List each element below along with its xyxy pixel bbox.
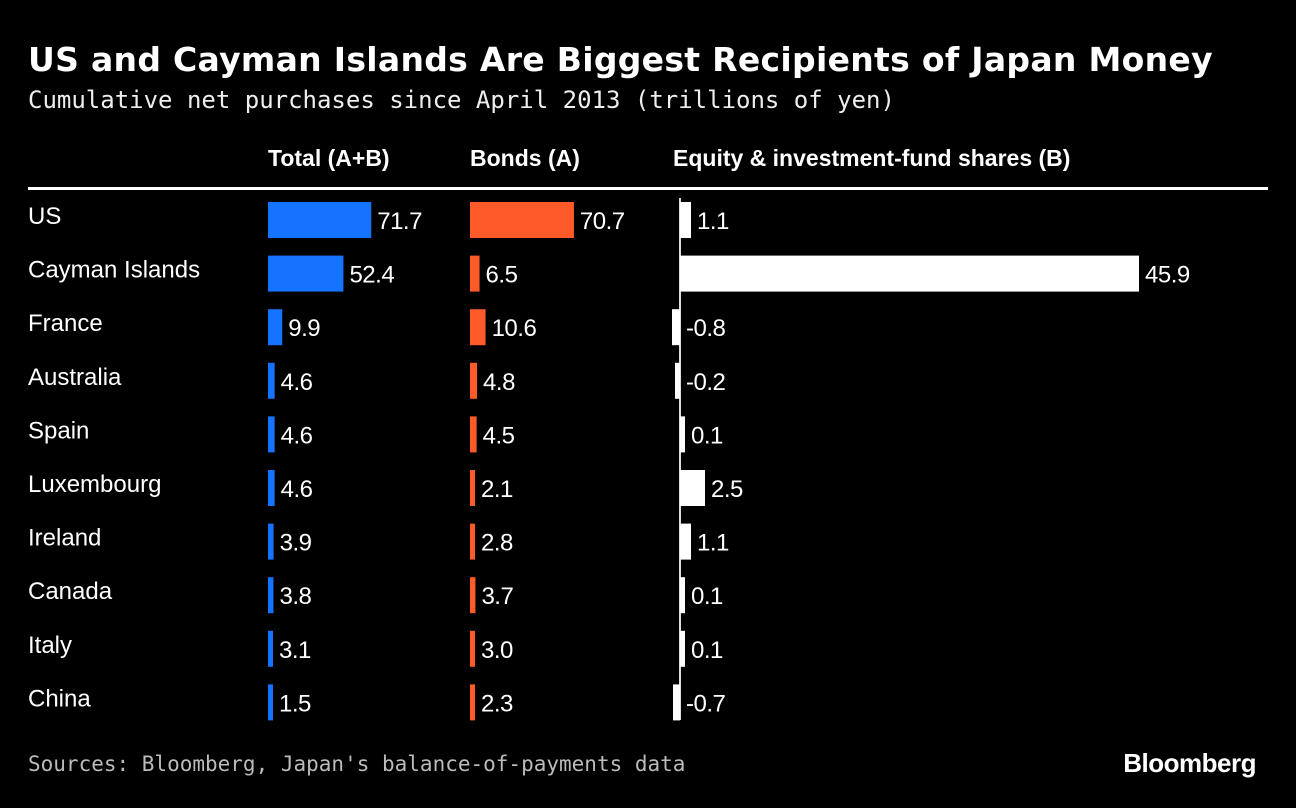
- data-label: 2.5: [711, 476, 743, 503]
- column-header: Bonds (A): [470, 145, 580, 171]
- bar: [672, 309, 680, 346]
- category-label: Cayman Islands: [28, 257, 200, 284]
- bar: [470, 577, 476, 614]
- bar: [470, 684, 475, 721]
- equity-zero-axis: [679, 198, 681, 720]
- bar: [268, 416, 275, 453]
- data-label: 0.1: [691, 583, 723, 610]
- bar: [680, 202, 691, 238]
- data-label: 4.5: [483, 422, 515, 449]
- bar: [673, 684, 680, 721]
- bar: [268, 255, 344, 292]
- bar: [680, 630, 685, 667]
- header-divider: [28, 187, 1268, 190]
- data-label: 4.6: [281, 369, 313, 396]
- column-header: Equity & investment-fund shares (B): [673, 145, 1070, 171]
- data-label: 52.4: [349, 262, 394, 289]
- bar: [268, 309, 283, 346]
- data-label: -0.8: [686, 315, 726, 342]
- data-label: 4.6: [281, 422, 313, 449]
- bloomberg-logo: Bloomberg: [1123, 748, 1256, 778]
- bar: [680, 416, 685, 453]
- data-label: 45.9: [1145, 262, 1190, 289]
- category-label: Italy: [28, 632, 72, 659]
- bar: [470, 630, 475, 667]
- bar: [680, 470, 705, 506]
- data-label: 10.6: [492, 315, 537, 342]
- bar: [470, 523, 475, 560]
- bar: [470, 255, 480, 292]
- bar: [680, 577, 685, 614]
- column-header: Total (A+B): [268, 145, 390, 171]
- data-label: 4.6: [281, 476, 313, 503]
- data-label: 0.1: [691, 422, 723, 449]
- category-label: Ireland: [28, 525, 101, 552]
- data-label: 2.1: [481, 476, 513, 503]
- bar: [470, 470, 475, 506]
- data-label: 3.7: [481, 583, 513, 610]
- bar: [470, 416, 477, 453]
- data-label: 1.5: [279, 690, 311, 717]
- data-label: 3.8: [279, 583, 311, 610]
- chart-subtitle: Cumulative net purchases since April 201…: [28, 86, 895, 114]
- bar: [268, 202, 372, 238]
- chart-title: US and Cayman Islands Are Biggest Recipi…: [28, 40, 1213, 79]
- data-label: 6.5: [486, 262, 518, 289]
- bar: [268, 630, 273, 667]
- bar: [680, 255, 1139, 292]
- bar: [470, 202, 574, 238]
- data-label: 0.1: [691, 637, 723, 664]
- data-label: 3.0: [481, 637, 513, 664]
- data-label: -0.2: [686, 369, 726, 396]
- data-label: 4.8: [483, 369, 515, 396]
- data-label: 2.8: [481, 530, 513, 557]
- source-note: Sources: Bloomberg, Japan's balance-of-p…: [28, 752, 686, 776]
- bar: [268, 470, 275, 506]
- category-label: France: [28, 310, 103, 337]
- data-label: 3.1: [279, 637, 311, 664]
- bar: [268, 684, 273, 721]
- data-label: 9.9: [288, 315, 320, 342]
- category-label: Luxembourg: [28, 471, 161, 498]
- bar: [268, 523, 274, 560]
- data-label: 70.7: [580, 208, 625, 235]
- data-label: 1.1: [697, 208, 729, 235]
- category-label: Spain: [28, 417, 89, 444]
- data-label: -0.7: [686, 690, 726, 717]
- bar: [470, 309, 486, 346]
- bar: [268, 362, 275, 399]
- data-label: 71.7: [377, 208, 422, 235]
- category-label: China: [28, 685, 91, 712]
- data-label: 3.9: [280, 530, 312, 557]
- category-label: US: [28, 203, 61, 230]
- bar: [675, 362, 680, 399]
- bar: [268, 577, 274, 614]
- bar: [470, 362, 478, 399]
- bar: [680, 523, 691, 560]
- category-label: Australia: [28, 364, 122, 391]
- category-label: Canada: [28, 578, 113, 605]
- data-label: 2.3: [481, 690, 513, 717]
- data-label: 1.1: [697, 530, 729, 557]
